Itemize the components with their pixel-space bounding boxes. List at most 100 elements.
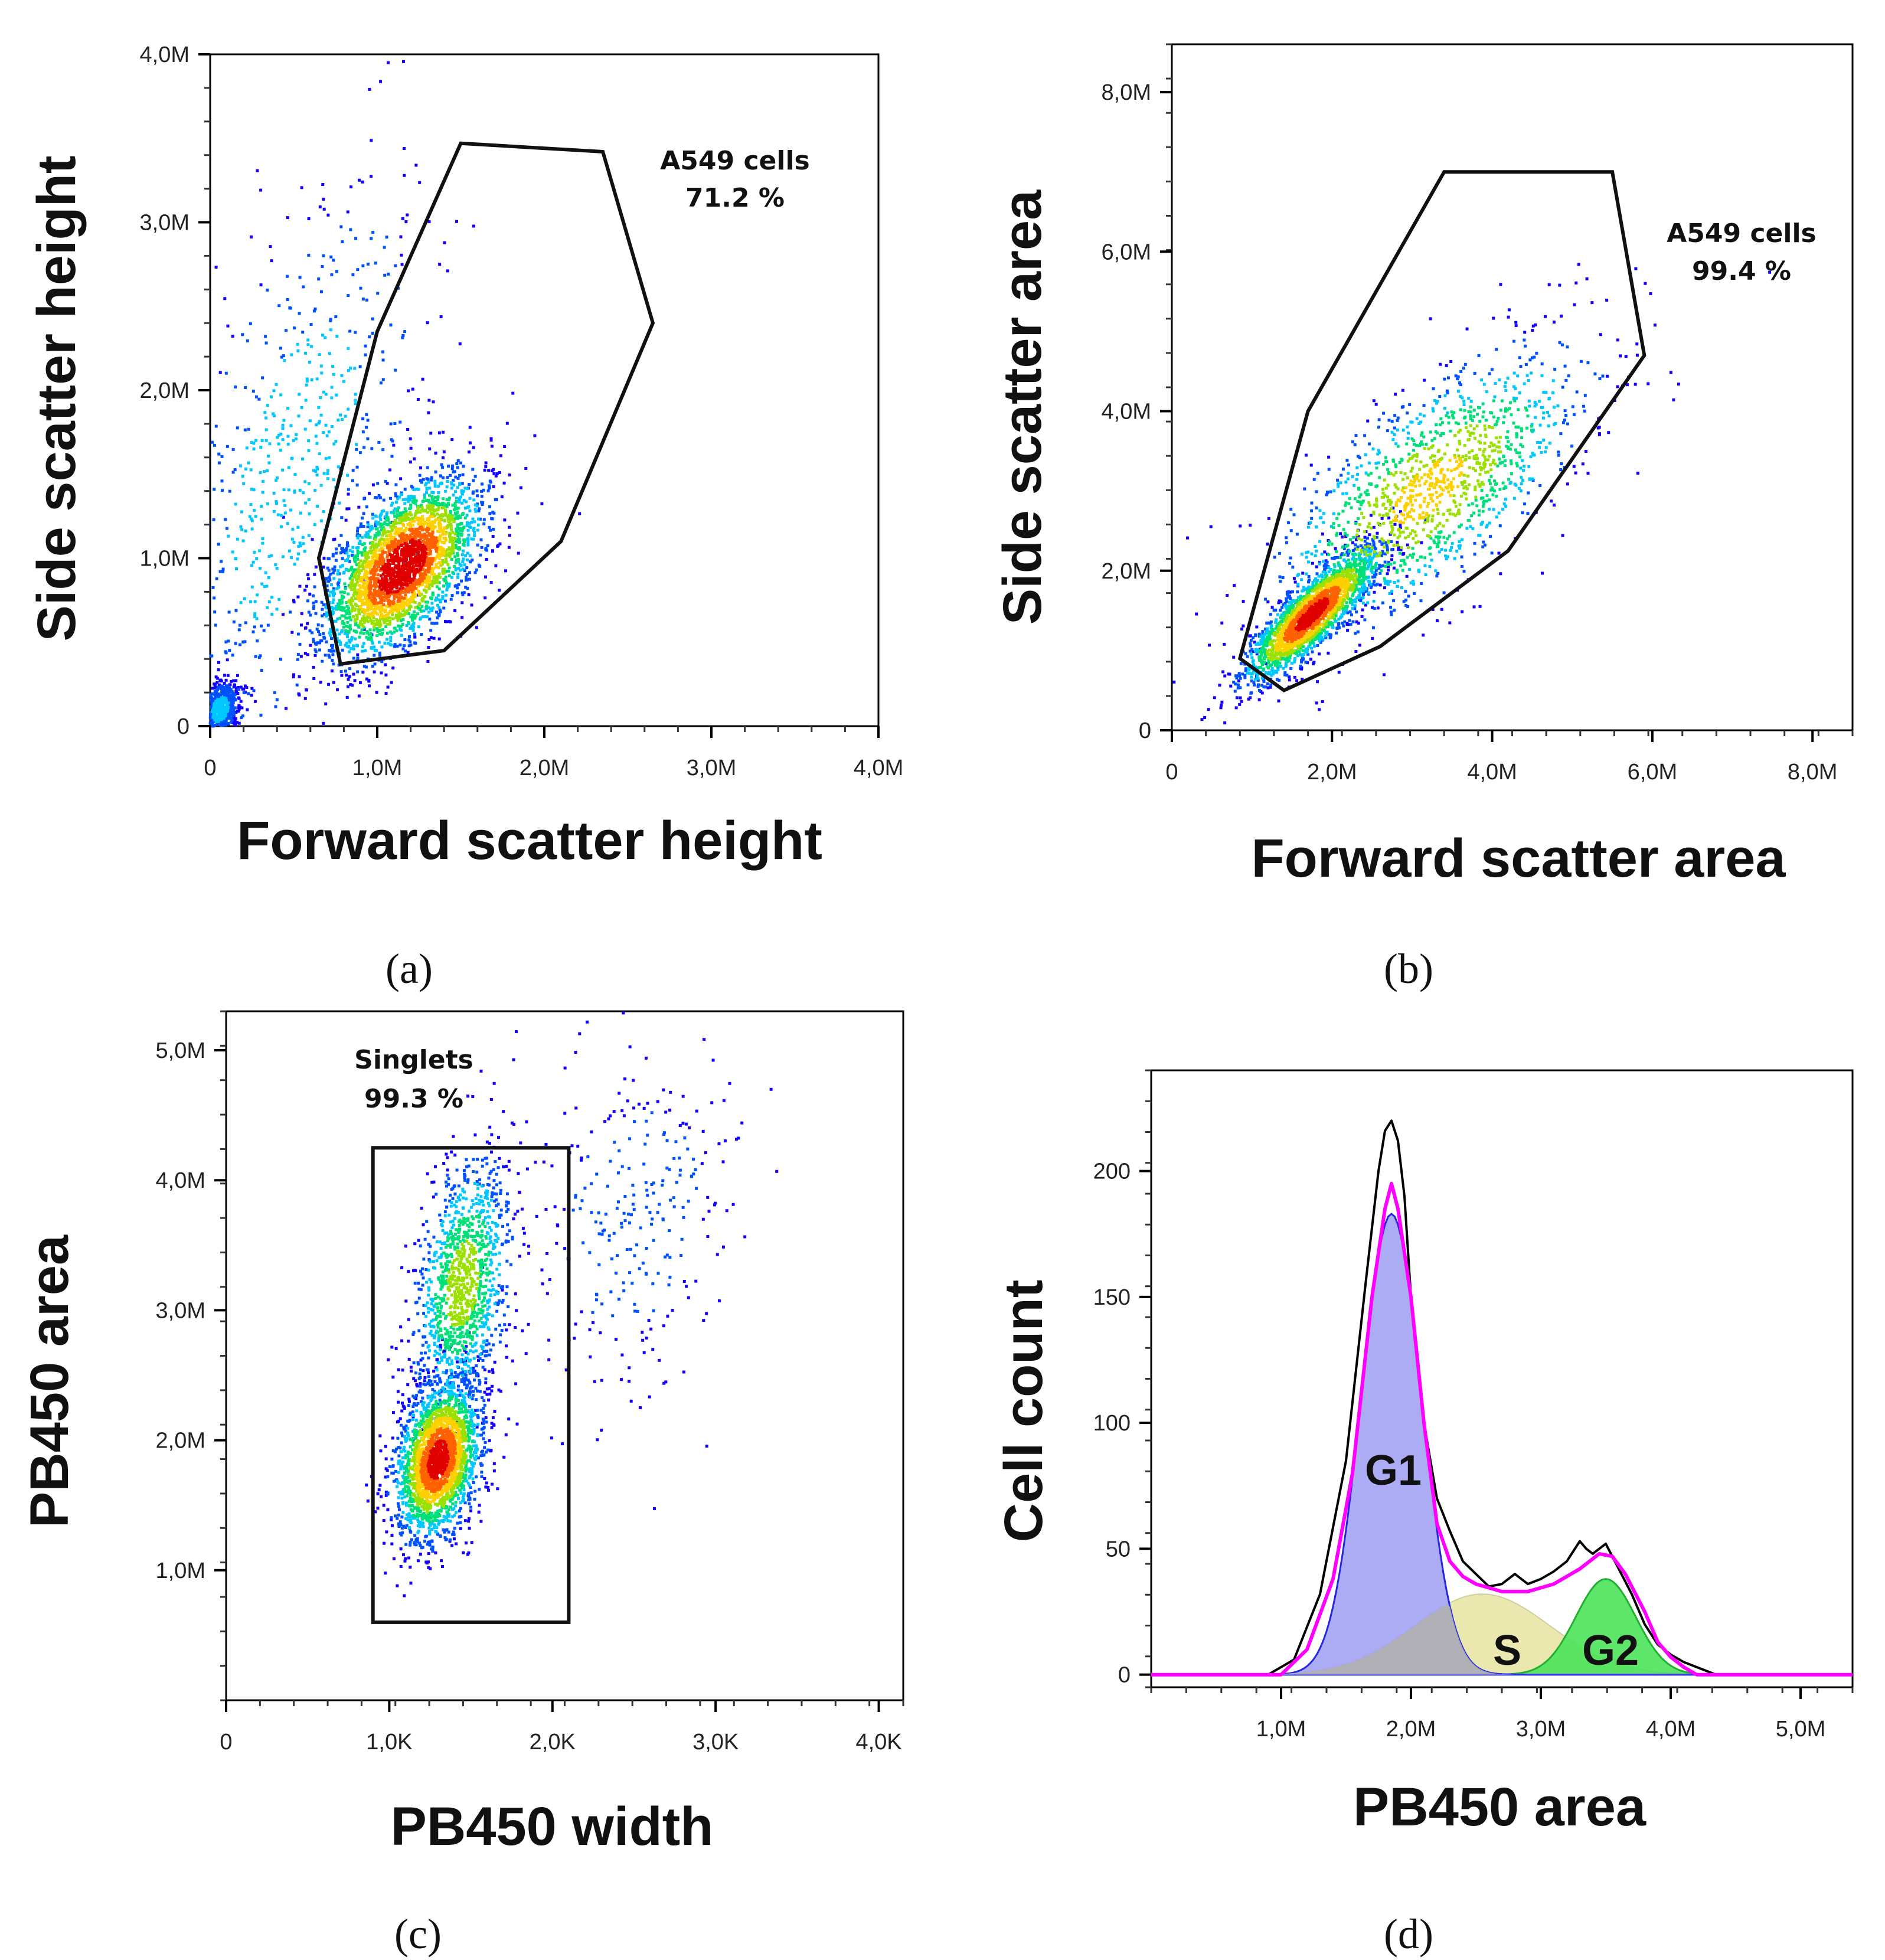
panel-a-event-dot bbox=[213, 488, 216, 491]
panel-b-event-dot bbox=[1323, 550, 1327, 554]
panel-a-event-dot bbox=[466, 541, 470, 544]
panel-a-event-dot bbox=[331, 601, 335, 605]
panel-a-event-dot bbox=[394, 492, 397, 495]
panel-a-event-dot bbox=[456, 586, 459, 590]
panel-b-event-dot bbox=[1269, 613, 1272, 616]
panel-a-event-dot bbox=[458, 522, 462, 526]
panel-a-event-dot bbox=[349, 683, 352, 687]
panel-b-event-dot bbox=[1302, 586, 1306, 589]
panel-a-event-dot bbox=[287, 466, 290, 469]
panel-b-event-dot bbox=[1346, 554, 1350, 557]
panel-a-event-dot bbox=[304, 626, 308, 630]
panel-a-event-dot bbox=[215, 694, 218, 697]
panel-a-event-dot bbox=[357, 610, 361, 613]
panel-a-event-dot bbox=[340, 374, 344, 377]
panel-a-event-dot bbox=[468, 521, 471, 525]
panel-a-event-dot bbox=[393, 590, 396, 594]
panel-a-event-dot bbox=[449, 597, 453, 601]
panel-a-event-dot bbox=[293, 489, 296, 493]
panel-b-event-dot bbox=[1374, 547, 1377, 551]
panel-a-event-dot bbox=[492, 527, 495, 531]
panel-b-event-dot bbox=[1465, 327, 1469, 331]
panel-a-event-dot bbox=[397, 576, 400, 580]
panel-a-event-dot bbox=[462, 538, 466, 542]
panel-a-event-dot bbox=[377, 440, 381, 444]
panel-a-event-dot bbox=[412, 565, 416, 569]
panel-a-event-dot bbox=[266, 404, 269, 407]
panel-b-event-dot bbox=[1238, 674, 1242, 677]
panel-b-event-dot bbox=[1342, 547, 1346, 550]
panel-a-event-dot bbox=[264, 416, 268, 420]
panel-a-event-dot bbox=[440, 463, 443, 466]
panel-b-event-dot bbox=[1601, 374, 1605, 378]
panel-a-event-dot bbox=[445, 503, 449, 507]
panel-a-event-dot bbox=[410, 562, 413, 566]
panel-a-event-dot bbox=[390, 567, 394, 570]
panel-a-event-dot bbox=[377, 533, 381, 536]
panel-a-event-dot bbox=[386, 511, 389, 515]
panel-a-event-dot bbox=[319, 290, 323, 293]
panel-b-event-dot bbox=[1321, 700, 1324, 703]
panel-a-event-dot bbox=[391, 577, 395, 581]
panel-a-event-dot bbox=[390, 529, 394, 533]
panel-a-event-dot bbox=[409, 557, 412, 560]
panel-a-event-dot bbox=[483, 575, 487, 579]
panel-a-event-dot bbox=[426, 659, 430, 663]
panel-b-event-dot bbox=[1349, 623, 1353, 626]
panel-a-event-dot bbox=[441, 456, 445, 459]
panel-a-event-dot bbox=[334, 605, 338, 608]
panel-a-event-dot bbox=[382, 522, 386, 525]
panel-b-event-dot bbox=[1279, 600, 1283, 603]
panel-a-event-dot bbox=[445, 583, 449, 586]
panel-a-event-dot bbox=[374, 262, 377, 265]
panel-a-event-dot bbox=[431, 545, 435, 549]
panel-b-event-dot bbox=[1282, 603, 1285, 607]
panel-a-event-dot bbox=[456, 538, 460, 541]
panel-a-event-dot bbox=[357, 624, 360, 628]
panel-a-event-dot bbox=[254, 439, 258, 442]
panel-a-event-dot bbox=[388, 553, 392, 557]
panel-a-event-dot bbox=[442, 584, 446, 588]
panel-a-event-dot bbox=[384, 608, 387, 612]
panel-a-event-dot bbox=[260, 668, 263, 672]
panel-a-event-dot bbox=[275, 500, 278, 504]
panel-a-event-dot bbox=[437, 536, 440, 540]
panel-a-event-dot bbox=[413, 641, 417, 645]
panel-a-event-dot bbox=[371, 641, 374, 645]
panel-a-event-dot bbox=[388, 610, 392, 613]
panel-b-event-dot bbox=[1213, 696, 1216, 700]
panel-a-event-dot bbox=[250, 585, 254, 589]
panel-a-event-dot bbox=[420, 551, 424, 554]
panel-a-event-dot bbox=[360, 576, 363, 579]
panel-b-event-dot bbox=[1369, 514, 1373, 517]
panel-b-event-dot bbox=[1399, 548, 1403, 551]
panel-a-event-dot bbox=[370, 571, 373, 575]
panel-b-event-dot bbox=[1347, 463, 1350, 467]
panel-a-event-dot bbox=[348, 624, 352, 628]
panel-a-event-dot bbox=[474, 509, 478, 513]
panel-b-event-dot bbox=[1288, 675, 1291, 679]
panel-a-event-dot bbox=[392, 443, 396, 447]
panel-b-event-dot bbox=[1239, 524, 1242, 528]
panel-a-event-dot bbox=[334, 607, 337, 610]
panel-b-event-dot bbox=[1278, 678, 1281, 682]
panel-a-event-dot bbox=[482, 518, 486, 521]
panel-a-event-dot bbox=[413, 529, 417, 533]
panel-b-event-dot bbox=[1381, 551, 1384, 555]
panel-b-event-dot bbox=[1644, 282, 1647, 285]
panel-b-event-dot bbox=[1399, 526, 1402, 530]
panel-a-event-dot bbox=[380, 645, 384, 649]
panel-a-event-dot bbox=[370, 447, 374, 450]
panel-a-event-dot bbox=[378, 641, 381, 644]
panel-a-event-dot bbox=[379, 594, 383, 597]
panel-a-event-dot bbox=[365, 587, 369, 590]
panel-a-event-dot bbox=[330, 273, 334, 276]
panel-a-event-dot bbox=[436, 581, 440, 584]
panel-a-event-dot bbox=[378, 496, 382, 499]
panel-a-event-dot bbox=[354, 331, 357, 334]
panel-b-event-dot bbox=[1542, 391, 1546, 394]
panel-a-event-dot bbox=[298, 675, 301, 678]
panel-a-event-dot bbox=[449, 473, 452, 477]
panel-a-event-dot bbox=[360, 579, 363, 583]
panel-a-event-dot bbox=[351, 469, 355, 472]
